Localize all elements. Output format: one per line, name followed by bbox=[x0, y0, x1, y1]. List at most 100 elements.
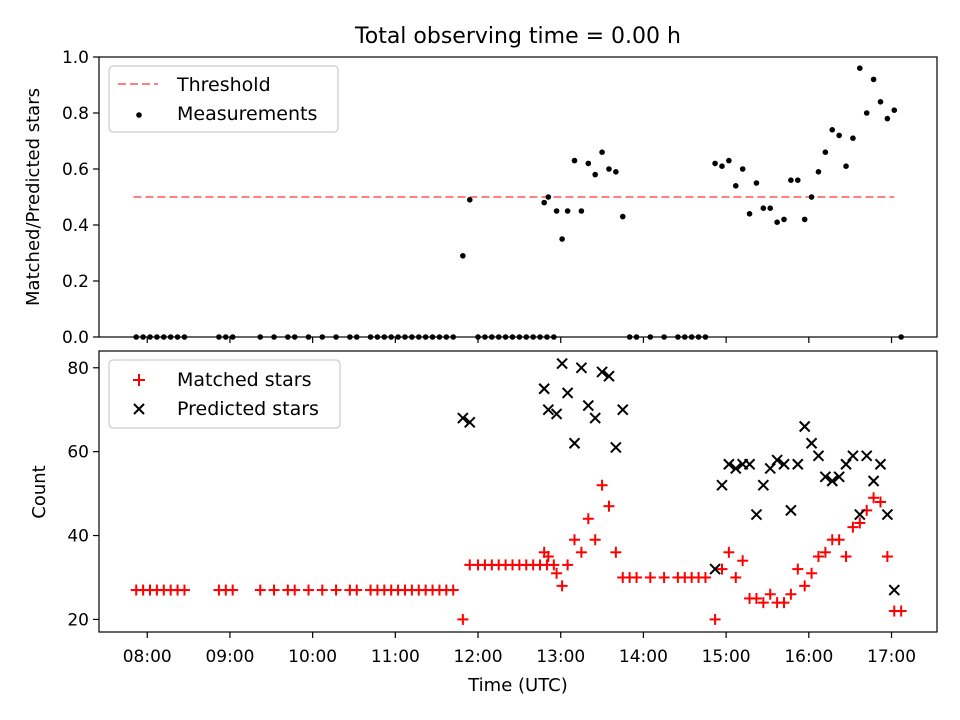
matched-point bbox=[596, 479, 608, 491]
matched-point bbox=[562, 559, 574, 571]
matched-point bbox=[457, 613, 469, 625]
x-tick-label: 14:00 bbox=[619, 647, 668, 667]
matched-point bbox=[757, 597, 769, 609]
measurement-point bbox=[836, 132, 842, 139]
predicted-point bbox=[833, 471, 845, 483]
matched-point bbox=[778, 597, 790, 609]
measurement-point bbox=[870, 76, 877, 83]
measurement-point bbox=[578, 208, 585, 214]
measurement-point bbox=[619, 213, 626, 220]
measurement-point bbox=[857, 65, 863, 71]
matched-point bbox=[854, 517, 866, 529]
top-y-tick-label: 0.6 bbox=[62, 160, 89, 180]
matched-point bbox=[699, 571, 711, 583]
matched-point bbox=[575, 546, 587, 558]
measurement-point bbox=[613, 169, 619, 175]
bottom-legend-box bbox=[108, 359, 341, 429]
x-tick-label: 11:00 bbox=[371, 647, 420, 667]
predicted-point bbox=[617, 404, 629, 416]
matched-point bbox=[792, 563, 804, 575]
x-tick-label: 12:00 bbox=[454, 647, 503, 667]
measurement-point bbox=[781, 216, 787, 223]
matched-point bbox=[868, 492, 880, 504]
predicted-point bbox=[457, 412, 469, 424]
predicted-point bbox=[538, 383, 550, 395]
measurement-point bbox=[808, 194, 815, 200]
matched-point bbox=[589, 534, 601, 546]
x-tick-label: 10:00 bbox=[288, 647, 337, 667]
measurement-point bbox=[794, 177, 801, 183]
predicted-point bbox=[730, 462, 742, 475]
matched-point bbox=[631, 571, 643, 583]
predicted-point bbox=[568, 437, 581, 449]
matched-point bbox=[750, 592, 762, 604]
matched-point bbox=[799, 580, 811, 592]
bottom-panel: 20 40 60 80 08:00 09:00 10:00 11:00 12:00 13:00 1… bbox=[29, 350, 938, 696]
matched-point bbox=[303, 584, 314, 596]
measurement-point bbox=[884, 115, 891, 122]
measurement-point bbox=[815, 169, 822, 175]
measurement-point bbox=[767, 205, 774, 211]
matched-point bbox=[569, 534, 581, 546]
matched-point bbox=[603, 500, 615, 512]
matched-point bbox=[254, 584, 266, 596]
matched-point bbox=[658, 571, 670, 583]
matched-point bbox=[847, 521, 859, 533]
predicted-point bbox=[881, 508, 894, 521]
x-axis-label: Time (UTC) bbox=[467, 675, 568, 696]
measurement-point bbox=[760, 205, 767, 211]
x-tick-label: 15:00 bbox=[702, 647, 751, 667]
measurement-point bbox=[545, 194, 552, 200]
predicted-point bbox=[556, 357, 568, 370]
measurement-point bbox=[719, 163, 725, 169]
predicted-point bbox=[542, 404, 555, 416]
measurement-point bbox=[863, 110, 870, 116]
bottom-y-tick-label: 80 bbox=[67, 359, 89, 379]
measurement-point bbox=[746, 211, 753, 217]
x-tick-label: 17:00 bbox=[867, 647, 916, 667]
matched-point bbox=[881, 551, 893, 563]
legend-threshold-label: Threshold bbox=[176, 74, 271, 96]
legend-matched-label: Matched stars bbox=[177, 369, 311, 391]
top-y-tick-label: 0.8 bbox=[62, 104, 89, 124]
matched-point bbox=[833, 534, 845, 546]
top-legend: Threshold Measurements bbox=[108, 65, 339, 133]
predicted-point bbox=[867, 475, 880, 487]
matched-point bbox=[316, 584, 328, 596]
matched-point bbox=[551, 567, 563, 579]
matched-point bbox=[447, 584, 459, 596]
measurement-point bbox=[559, 236, 565, 242]
legend-matched-swatch bbox=[133, 374, 145, 386]
predicted-point bbox=[785, 504, 797, 517]
predicted-point bbox=[561, 387, 574, 399]
predicted-point bbox=[596, 366, 608, 378]
predicted-point bbox=[874, 458, 887, 470]
measurement-point bbox=[571, 157, 578, 164]
predicted-point bbox=[792, 458, 804, 470]
predicted-point bbox=[750, 508, 763, 521]
predicted-point bbox=[840, 458, 852, 470]
predicted-point bbox=[812, 450, 825, 462]
matched-point bbox=[895, 605, 907, 617]
x-tick-label: 09:00 bbox=[205, 647, 254, 667]
matched-point bbox=[178, 584, 190, 596]
predicted-point bbox=[550, 408, 563, 420]
legend-measurements-label: Measurements bbox=[177, 103, 317, 125]
matched-point bbox=[582, 513, 594, 525]
predicted-point bbox=[798, 420, 811, 433]
predicted-point bbox=[861, 450, 873, 462]
predicted-point bbox=[805, 437, 818, 449]
matched-point bbox=[548, 559, 560, 571]
predicted-point bbox=[723, 458, 735, 470]
matched-point bbox=[737, 555, 749, 567]
legend-predicted-swatch bbox=[133, 403, 145, 415]
predicted-point bbox=[603, 370, 615, 382]
predicted-point bbox=[771, 454, 783, 466]
matched-point bbox=[812, 551, 824, 563]
measurement-point bbox=[774, 219, 780, 225]
measurement-point bbox=[599, 149, 605, 155]
measurement-point bbox=[541, 199, 547, 206]
top-y-axis-label: Matched/Predicted stars bbox=[23, 88, 44, 306]
measurement-point bbox=[466, 197, 473, 203]
